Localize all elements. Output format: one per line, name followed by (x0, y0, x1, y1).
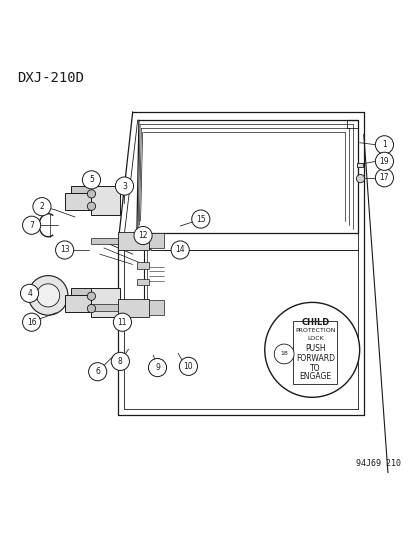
Polygon shape (71, 185, 91, 193)
Text: 8: 8 (118, 357, 122, 366)
Circle shape (171, 241, 189, 259)
FancyBboxPatch shape (292, 321, 336, 384)
Polygon shape (137, 279, 149, 285)
Circle shape (88, 362, 107, 381)
Circle shape (134, 227, 152, 245)
Circle shape (87, 304, 95, 313)
Polygon shape (118, 232, 149, 250)
Polygon shape (91, 288, 120, 317)
Circle shape (264, 302, 359, 397)
Polygon shape (91, 238, 118, 244)
Text: CHILD: CHILD (301, 318, 329, 327)
Text: 10: 10 (183, 362, 193, 371)
Polygon shape (356, 163, 362, 167)
Text: 9: 9 (155, 363, 159, 372)
Text: 18: 18 (280, 351, 287, 357)
Circle shape (87, 202, 95, 211)
Text: 17: 17 (379, 173, 388, 182)
Text: 5: 5 (89, 175, 94, 184)
Circle shape (273, 344, 293, 364)
Text: 12: 12 (138, 231, 147, 240)
Text: 14: 14 (175, 246, 185, 254)
Polygon shape (118, 298, 149, 317)
Text: 3: 3 (122, 182, 127, 190)
Polygon shape (71, 288, 91, 295)
Text: 4: 4 (27, 289, 32, 298)
Circle shape (87, 190, 95, 198)
Text: PUSH: PUSH (304, 344, 325, 353)
Text: LOCK: LOCK (306, 336, 323, 341)
Text: FORWARD: FORWARD (295, 354, 334, 364)
Circle shape (36, 284, 59, 307)
Polygon shape (91, 185, 120, 214)
Text: 15: 15 (195, 215, 205, 223)
Text: 19: 19 (379, 157, 388, 166)
Text: 6: 6 (95, 367, 100, 376)
Circle shape (82, 171, 100, 189)
Circle shape (179, 357, 197, 375)
Text: TO: TO (309, 364, 320, 373)
Text: 94J69 210: 94J69 210 (355, 459, 400, 468)
Circle shape (148, 359, 166, 377)
Circle shape (33, 198, 51, 216)
Text: ENGAGE: ENGAGE (299, 372, 331, 381)
Text: 1: 1 (381, 140, 386, 149)
Circle shape (375, 136, 392, 154)
Circle shape (375, 152, 392, 171)
Circle shape (191, 210, 209, 228)
Text: 7: 7 (29, 221, 34, 230)
Circle shape (21, 284, 38, 302)
Circle shape (356, 174, 364, 183)
Circle shape (28, 276, 68, 315)
Text: PROTECTION: PROTECTION (294, 328, 335, 333)
Circle shape (375, 169, 392, 187)
Text: 11: 11 (117, 318, 127, 327)
Circle shape (55, 241, 74, 259)
Polygon shape (64, 295, 91, 312)
Polygon shape (91, 304, 118, 311)
Polygon shape (149, 300, 163, 315)
Circle shape (22, 313, 40, 332)
Circle shape (111, 352, 129, 370)
Polygon shape (64, 193, 91, 209)
Text: 16: 16 (27, 318, 36, 327)
Polygon shape (137, 262, 149, 269)
Circle shape (87, 292, 95, 300)
Circle shape (22, 216, 40, 235)
Circle shape (115, 177, 133, 195)
Text: DXJ-210D: DXJ-210D (17, 70, 84, 85)
Text: 2: 2 (40, 202, 44, 211)
Polygon shape (149, 233, 163, 248)
Circle shape (113, 313, 131, 332)
Text: 13: 13 (60, 246, 69, 254)
